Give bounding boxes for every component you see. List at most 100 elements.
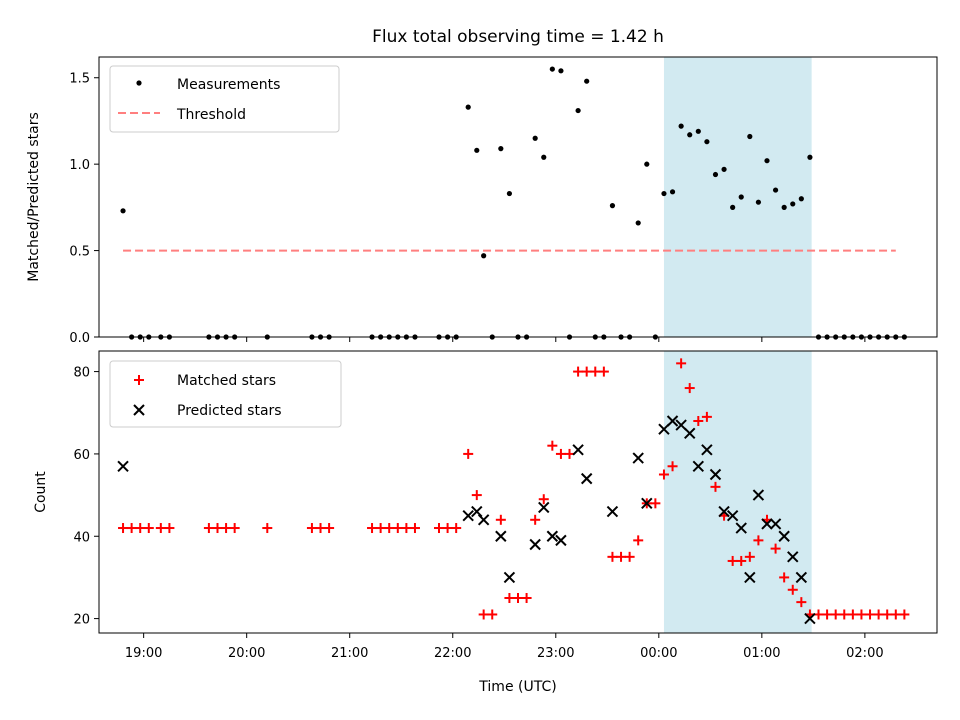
matched-star-point bbox=[513, 593, 523, 604]
predicted-star-point bbox=[546, 530, 559, 542]
predicted-star-point bbox=[692, 460, 705, 472]
x-tick-label: 01:00 bbox=[743, 646, 780, 661]
matched-star-point bbox=[676, 358, 687, 369]
matched-star-point bbox=[434, 523, 445, 534]
matched-star-point bbox=[495, 514, 506, 525]
matched-star-point bbox=[126, 523, 137, 534]
predicted-star-point bbox=[735, 522, 747, 534]
matched-star-point bbox=[624, 551, 635, 562]
matched-star-point bbox=[658, 469, 669, 480]
matched-star-point bbox=[229, 523, 240, 534]
matched-star-point bbox=[882, 609, 893, 620]
bottom-y-tick-label: 20 bbox=[73, 613, 90, 628]
measurement-point bbox=[644, 161, 650, 167]
matched-star-point bbox=[521, 593, 532, 604]
measurement-point bbox=[506, 190, 513, 197]
matched-star-point bbox=[367, 523, 378, 534]
x-tick-label: 02:00 bbox=[846, 646, 883, 661]
measurement-point bbox=[790, 201, 796, 207]
matched-star-point bbox=[463, 448, 474, 459]
matched-star-point bbox=[315, 523, 326, 534]
measurement-point bbox=[549, 66, 555, 72]
predicted-star-point bbox=[538, 501, 550, 514]
matched-star-point bbox=[306, 523, 317, 534]
predicted-star-point bbox=[804, 612, 816, 625]
legend-measurements-marker bbox=[136, 80, 142, 86]
matched-star-point bbox=[547, 440, 558, 451]
predicted-star-point bbox=[572, 444, 584, 456]
matched-star-point bbox=[693, 415, 704, 426]
top-y-tick-label: 0.0 bbox=[69, 331, 90, 346]
matched-star-point bbox=[839, 609, 850, 620]
predicted-star-point bbox=[675, 419, 687, 431]
matched-star-point bbox=[504, 593, 515, 604]
matched-star-point bbox=[155, 523, 166, 534]
measurement-point bbox=[609, 203, 616, 209]
legend-matched-marker bbox=[134, 375, 144, 385]
top-y-tick-label: 1.5 bbox=[69, 72, 90, 87]
legend-matched-label: Matched stars bbox=[177, 373, 276, 389]
top-plot-frame bbox=[98, 56, 938, 338]
bottom-legend-box bbox=[109, 360, 342, 428]
predicted-star-point bbox=[769, 518, 782, 530]
predicted-star-point bbox=[529, 538, 541, 551]
predicted-star-point bbox=[632, 452, 644, 464]
matched-star-point bbox=[135, 523, 146, 534]
matched-star-point bbox=[401, 523, 412, 534]
predicted-star-point bbox=[495, 530, 507, 542]
top-panel: 0.0 0.5 1.0 1.5 Matched/Predicted stars Mea… bbox=[26, 56, 938, 346]
measurement-point bbox=[764, 158, 770, 164]
matched-star-point bbox=[899, 609, 910, 620]
measurement-point bbox=[738, 194, 744, 200]
matched-star-point bbox=[847, 609, 858, 620]
measurement-point bbox=[474, 147, 480, 153]
matched-star-point bbox=[118, 523, 129, 534]
bottom-y-tick-label: 40 bbox=[73, 530, 90, 545]
matched-star-point bbox=[203, 523, 214, 534]
matched-star-point bbox=[753, 535, 764, 546]
measurement-point bbox=[712, 171, 719, 178]
predicted-star-point bbox=[787, 551, 799, 563]
matched-star-point bbox=[865, 609, 876, 620]
matched-star-point bbox=[684, 383, 695, 394]
top-y-tick-label: 1.0 bbox=[69, 158, 90, 173]
measurement-point bbox=[661, 190, 667, 197]
matched-star-point bbox=[890, 609, 901, 620]
matched-star-point bbox=[324, 523, 335, 534]
matched-star-point bbox=[796, 597, 807, 608]
predicted-star-point bbox=[462, 509, 474, 522]
matched-star-point bbox=[787, 584, 798, 595]
measurement-point bbox=[772, 187, 779, 193]
matched-star-point bbox=[409, 523, 420, 534]
matched-star-point bbox=[143, 523, 154, 534]
measurement-point bbox=[721, 166, 727, 172]
matched-star-point bbox=[633, 535, 644, 546]
predicted-star-point bbox=[555, 534, 567, 547]
predicted-star-point bbox=[606, 505, 619, 518]
matched-star-point bbox=[221, 523, 232, 534]
measurement-point bbox=[747, 133, 753, 140]
predicted-star-point bbox=[641, 497, 653, 510]
predicted-star-point bbox=[778, 530, 790, 542]
matched-star-point bbox=[392, 523, 403, 534]
matched-star-point bbox=[770, 543, 781, 554]
matched-star-point bbox=[873, 609, 884, 620]
measurement-point bbox=[498, 146, 504, 152]
measurement-point bbox=[635, 220, 641, 226]
top-highlight-span bbox=[663, 57, 812, 337]
matched-star-point bbox=[555, 448, 566, 459]
measurement-point bbox=[541, 154, 547, 160]
bottom-legend: Matched stars Predicted stars bbox=[109, 360, 342, 428]
x-tick-label: 23:00 bbox=[537, 646, 574, 661]
top-axis-ticks: 0.0 0.5 1.0 1.5 bbox=[69, 72, 866, 346]
matched-star-point bbox=[727, 555, 738, 566]
matched-star-point bbox=[487, 609, 498, 620]
predicted-star-point bbox=[684, 427, 696, 440]
measurement-point bbox=[532, 135, 538, 141]
predicted-star-point bbox=[477, 514, 490, 526]
predicted-star-point bbox=[709, 468, 722, 481]
bottom-y-axis-label: Count bbox=[33, 471, 49, 513]
matched-star-point bbox=[164, 523, 175, 534]
matched-star-point bbox=[442, 523, 453, 534]
